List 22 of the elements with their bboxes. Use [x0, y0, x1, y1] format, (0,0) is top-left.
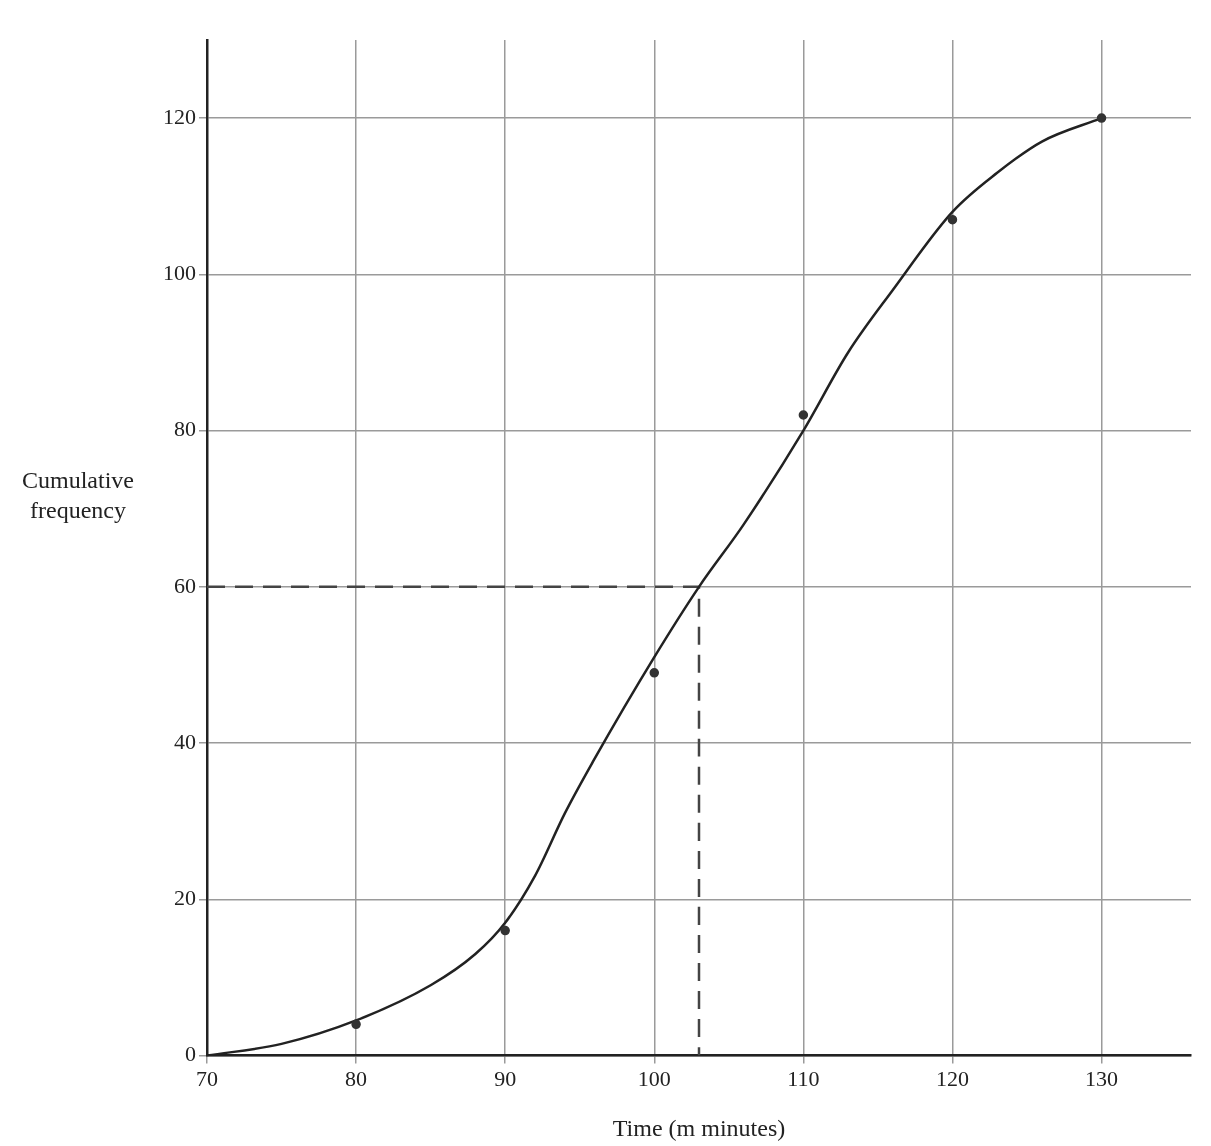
x-tick-label: 100 [637, 1065, 671, 1091]
x-tick-label: 80 [345, 1065, 368, 1091]
x-axis-title: Time (m minutes) [612, 1114, 786, 1141]
x-tick-label: 110 [787, 1065, 820, 1091]
x-tick-label: 90 [494, 1065, 517, 1091]
y-tick-label: 120 [163, 103, 196, 129]
x-tick-label: 70 [196, 1065, 218, 1091]
x-tick-label: 120 [935, 1065, 969, 1091]
y-tick-label: 80 [174, 416, 196, 442]
y-tick-label: 20 [174, 885, 196, 911]
y-tick-label: 100 [163, 260, 196, 286]
point [351, 1019, 361, 1030]
x-tick-label: 130 [1085, 1065, 1119, 1091]
point [947, 214, 958, 225]
y-tick-label: 0 [185, 1041, 196, 1067]
y-axis-title: Cumulative frequency [22, 466, 134, 523]
y-tick-label: 40 [174, 728, 196, 754]
point [649, 668, 660, 678]
point [798, 410, 809, 420]
point [1096, 113, 1107, 123]
point [500, 925, 510, 936]
y-tick-label: 60 [174, 572, 196, 598]
